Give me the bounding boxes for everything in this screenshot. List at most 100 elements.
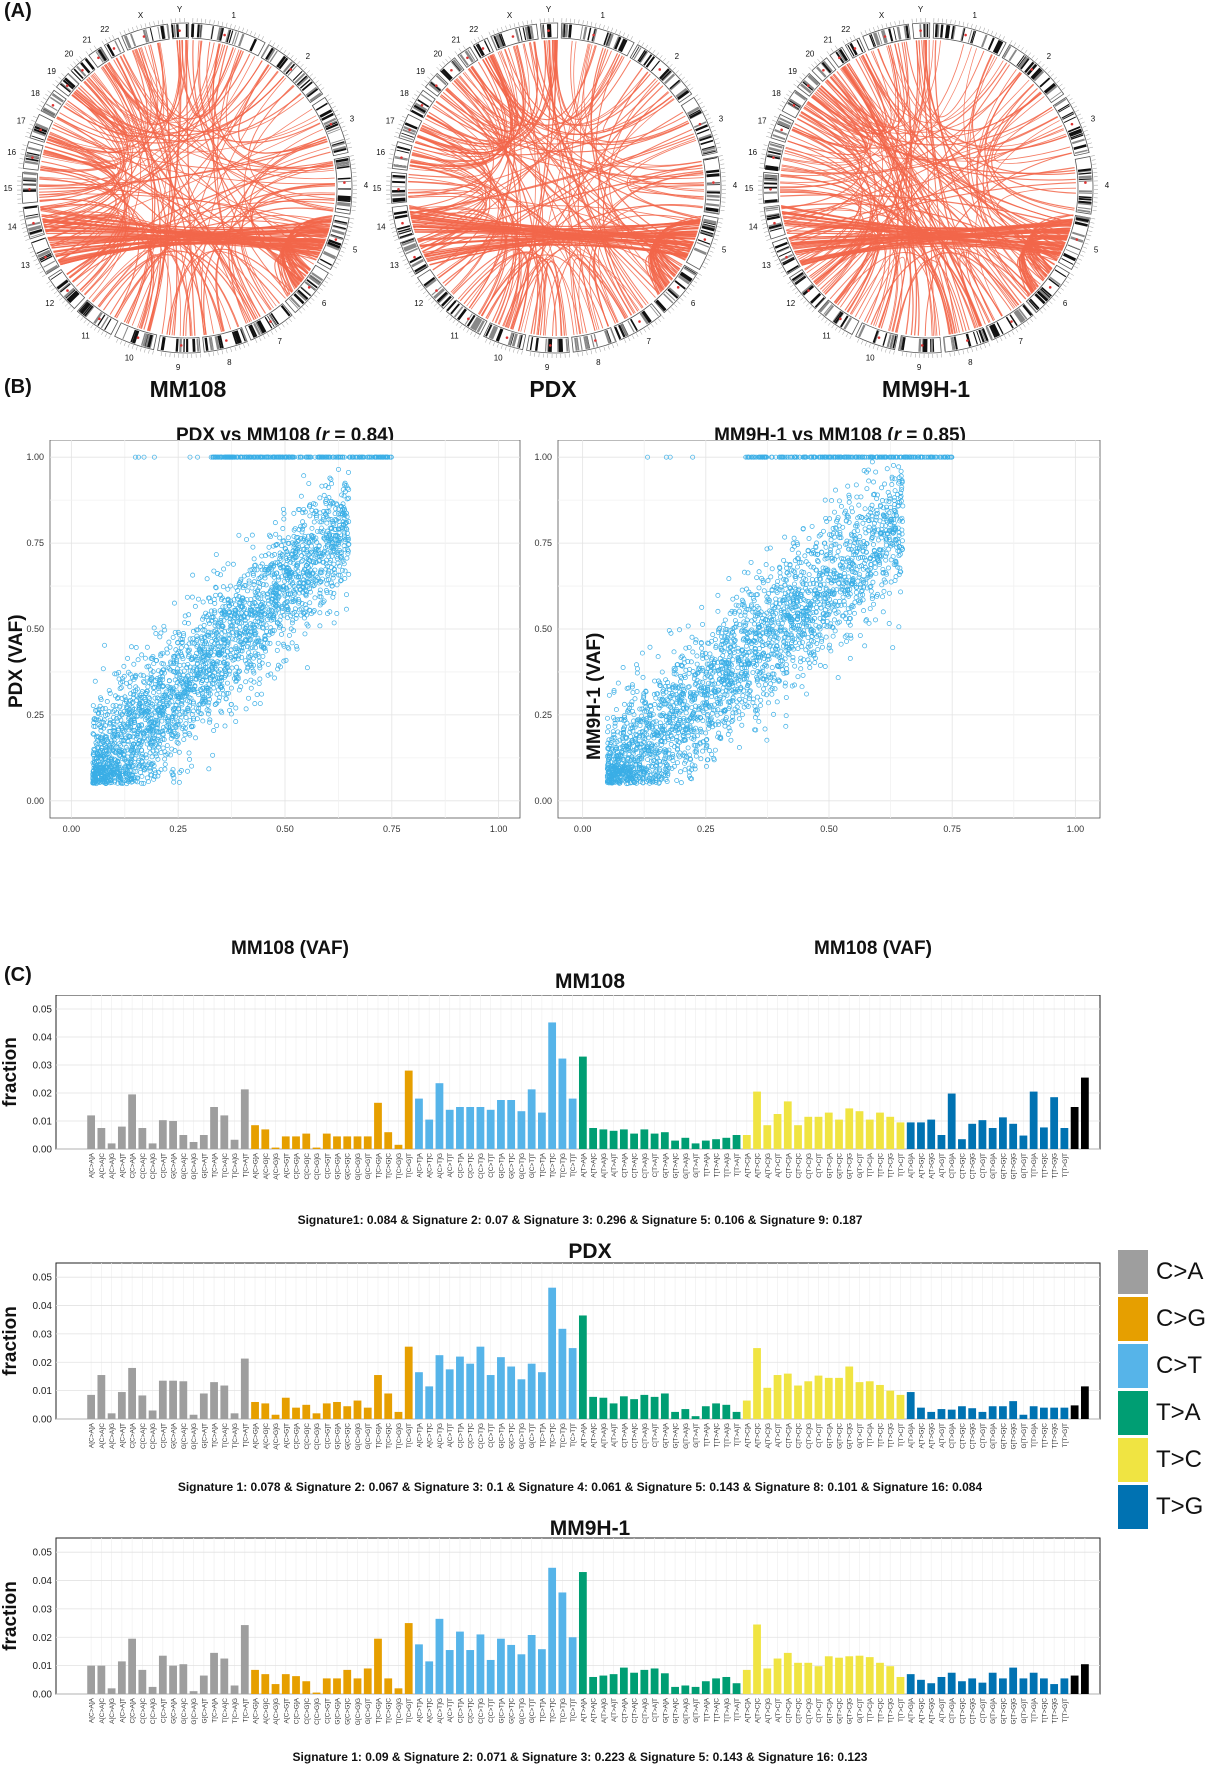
position-tick — [1049, 301, 1053, 305]
position-tick — [119, 340, 122, 345]
data-point — [302, 602, 308, 608]
link — [482, 59, 689, 146]
position-tick — [782, 274, 787, 278]
link — [656, 222, 700, 278]
cytoband — [409, 255, 422, 264]
data-point — [216, 649, 222, 655]
data-point — [228, 685, 234, 691]
data-point — [207, 644, 213, 650]
link — [520, 97, 674, 332]
link — [451, 82, 629, 318]
cytoband — [250, 324, 258, 337]
data-point — [272, 675, 277, 681]
data-point — [115, 695, 121, 700]
position-tick — [308, 301, 312, 305]
data-point — [213, 584, 219, 590]
data-point — [213, 617, 218, 623]
position-tick — [389, 153, 394, 155]
position-tick — [90, 324, 94, 329]
chromosome-label: 20 — [433, 49, 442, 58]
data-point — [248, 685, 254, 691]
cytoband — [940, 24, 944, 38]
position-tick — [306, 70, 310, 74]
chromosome-label: 17 — [386, 117, 395, 126]
link — [414, 231, 693, 246]
cytoband — [214, 335, 220, 350]
data-point — [135, 734, 141, 740]
data-point — [221, 566, 227, 572]
position-tick — [127, 28, 130, 33]
data-point — [213, 630, 219, 636]
position-tick — [789, 284, 794, 288]
position-tick — [682, 294, 687, 298]
cytoband — [473, 45, 482, 58]
data-point — [108, 738, 114, 744]
link — [546, 40, 618, 323]
cytoband — [496, 328, 504, 342]
link — [239, 128, 323, 309]
data-point — [230, 561, 236, 567]
data-point — [147, 716, 153, 722]
position-tick — [22, 144, 27, 146]
data-point — [100, 719, 106, 725]
cytoband — [568, 24, 573, 38]
data-point — [176, 649, 181, 655]
data-point — [200, 654, 205, 660]
cytoband — [943, 338, 946, 352]
cytoband — [423, 276, 436, 287]
cytoband — [1076, 215, 1090, 220]
link — [437, 111, 684, 279]
chromosome-label: 22 — [469, 25, 478, 34]
cytoband — [99, 48, 109, 61]
position-tick — [59, 297, 63, 301]
link — [176, 40, 321, 144]
data-point — [312, 547, 318, 553]
position-tick — [47, 90, 52, 94]
position-tick — [349, 155, 354, 157]
link — [578, 171, 704, 334]
data-point — [165, 716, 171, 722]
link — [69, 200, 335, 279]
data-point — [245, 644, 251, 650]
x-tick-label: 1.00 — [490, 824, 508, 834]
cytoband — [698, 133, 712, 141]
data-point — [320, 599, 326, 605]
position-tick — [454, 51, 458, 55]
data-point — [218, 708, 224, 714]
cytoband — [400, 135, 414, 141]
position-tick — [658, 318, 661, 323]
data-point — [320, 517, 326, 523]
data-point — [233, 632, 239, 638]
position-tick — [391, 144, 396, 146]
chromosome-label: 3 — [1091, 114, 1096, 123]
position-tick — [719, 159, 724, 161]
position-tick — [885, 348, 887, 353]
position-tick — [1092, 163, 1097, 165]
data-point — [307, 570, 313, 576]
position-tick — [330, 101, 334, 105]
position-tick — [661, 315, 665, 320]
centromere — [467, 317, 470, 321]
data-point — [326, 503, 332, 509]
chromosome-label: 13 — [762, 261, 771, 270]
cytoband — [978, 329, 985, 343]
cytoband — [987, 37, 995, 51]
data-point — [282, 578, 288, 584]
position-tick — [48, 284, 53, 288]
data-point — [110, 748, 116, 754]
position-tick — [805, 303, 810, 307]
position-tick — [402, 259, 407, 262]
data-point — [109, 733, 115, 739]
data-point — [307, 558, 313, 563]
cytoband — [768, 223, 782, 230]
ideogram-chrom-2 — [629, 44, 693, 104]
position-tick — [693, 280, 698, 284]
cytoband — [196, 24, 199, 38]
data-point — [252, 601, 258, 607]
position-tick — [767, 131, 772, 134]
cytoband — [266, 48, 276, 61]
position-tick — [208, 352, 210, 357]
data-point — [296, 574, 302, 580]
cytoband — [231, 31, 237, 45]
cytoband — [794, 275, 806, 284]
